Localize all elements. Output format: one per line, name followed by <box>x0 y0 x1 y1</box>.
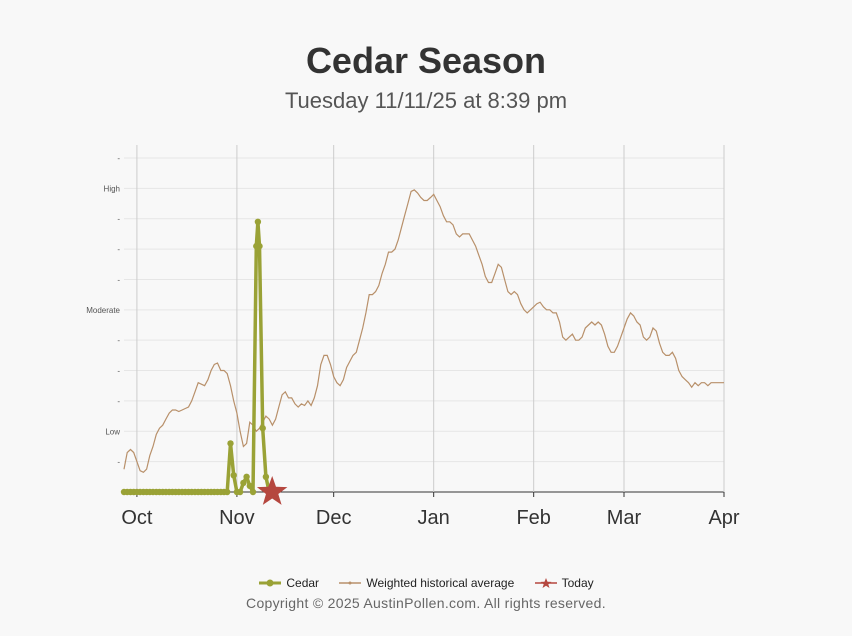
legend-today-swatch <box>534 578 557 589</box>
copyright-text: Copyright © 2025 AustinPollen.com. All r… <box>246 595 606 611</box>
x-axis-ticks: Oct Nov Dec Jan Feb Mar Apr <box>121 492 740 529</box>
cedar-point <box>249 488 257 496</box>
cedar-point <box>227 440 234 447</box>
y-tick-label: - <box>117 275 120 284</box>
cedar-point <box>246 482 253 490</box>
x-tick-label: Apr <box>708 507 739 529</box>
legend-cedar-swatch <box>259 579 282 587</box>
x-tick-label: Nov <box>219 507 255 529</box>
horizontal-grid <box>124 157 724 493</box>
star-icon <box>540 578 552 589</box>
today-star <box>256 476 288 505</box>
y-tick-label: - <box>117 245 120 254</box>
y-tick-label: - <box>117 215 120 224</box>
chart-subtitle: Tuesday 11/11/25 at 8:39 pm <box>284 88 568 113</box>
series-layer <box>120 189 724 505</box>
legend: Cedar Weighted historical average Today <box>0 575 852 590</box>
chart-title: Cedar Season <box>305 40 547 81</box>
legend-item-today[interactable]: Today <box>534 575 594 590</box>
y-tick-label: - <box>117 458 120 467</box>
legend-historical-swatch <box>339 581 362 585</box>
historical-average-line <box>123 189 724 474</box>
legend-historical-label: Weighted historical average <box>366 576 515 591</box>
y-tick-label: Low <box>105 427 120 436</box>
cedar-point <box>240 479 247 487</box>
y-tick-label: - <box>117 367 120 376</box>
plot-area: - Low - - - Moderate - - - High - Oct Nov Dec Jan Feb M… <box>86 145 740 529</box>
cedar-point <box>259 425 266 432</box>
cedar-line <box>124 220 271 494</box>
x-tick-label: Oct <box>121 507 153 529</box>
cedar-point <box>262 473 270 480</box>
y-tick-label: - <box>117 336 120 345</box>
legend-today-label: Today <box>561 576 594 591</box>
x-tick-label: Dec <box>316 507 352 529</box>
cedar-point <box>243 473 250 480</box>
x-tick-label: Mar <box>607 507 642 529</box>
legend-cedar-label: Cedar <box>286 576 320 591</box>
legend-item-cedar[interactable]: Cedar <box>258 575 319 590</box>
x-tick-label: Jan <box>418 507 450 529</box>
cedar-point <box>224 488 231 496</box>
y-tick-label: Moderate <box>86 306 120 315</box>
cedar-point <box>254 218 262 225</box>
vertical-grid <box>136 145 725 492</box>
cedar-point <box>230 472 237 479</box>
x-tick-label: Feb <box>516 507 550 529</box>
y-tick-label: - <box>117 397 120 406</box>
y-tick-label: High <box>104 184 120 193</box>
cedar-point <box>236 488 244 496</box>
y-axis-ticks: - Low - - - Moderate - - - High - <box>86 154 120 467</box>
cedar-point <box>256 242 263 250</box>
y-tick-label: - <box>117 154 120 163</box>
legend-item-historical[interactable]: Weighted historical average <box>338 575 514 590</box>
